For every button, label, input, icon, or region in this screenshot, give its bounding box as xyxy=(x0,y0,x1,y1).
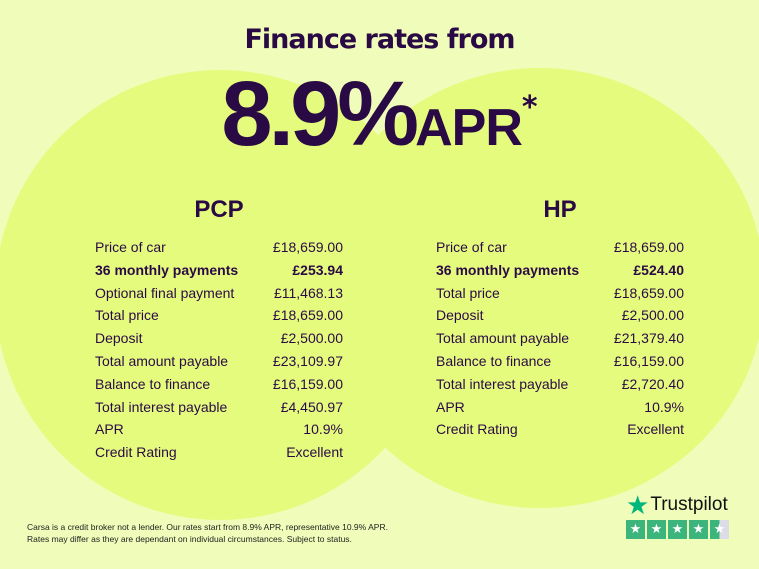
pcp-title: PCP xyxy=(194,196,244,223)
row-label: Price of car xyxy=(436,239,507,255)
star-icon: ★ xyxy=(626,520,645,539)
row-value: Excellent xyxy=(627,421,684,438)
table-row: Credit Rating Excellent xyxy=(436,418,684,441)
row-value: £18,659.00 xyxy=(272,307,343,324)
disclaimer: Carsa is a credit broker not a lender. O… xyxy=(27,521,388,545)
row-label: Optional final payment xyxy=(95,284,235,301)
trustpilot-star-icon: ★ xyxy=(626,490,650,520)
table-row: Total interest payable £2,720.40 xyxy=(436,373,684,396)
rate-value: 8.9% xyxy=(221,63,419,165)
row-value: £23,109.97 xyxy=(272,352,343,369)
row-label: Balance to finance xyxy=(95,375,211,392)
star-icon: ★ xyxy=(647,520,666,539)
row-value: £2,500.00 xyxy=(621,307,684,324)
table-row: Total price £18,659.00 xyxy=(436,282,684,305)
disclaimer-line-2: Rates may differ as they are dependant o… xyxy=(27,534,352,544)
background-circle-right xyxy=(315,68,759,508)
headline-rate: 8.9%APR* xyxy=(0,62,759,167)
row-label: APR xyxy=(95,421,124,438)
star-icon: ★ xyxy=(689,520,708,539)
table-row: Total amount payable £21,379.40 xyxy=(436,327,684,350)
row-label: Total amount payable xyxy=(95,352,229,369)
row-label: Credit Rating xyxy=(436,421,518,438)
row-value: £18,659.00 xyxy=(613,239,684,255)
half-star-icon: ★ xyxy=(710,520,729,539)
row-label: Total price xyxy=(436,284,500,301)
row-label: APR xyxy=(436,398,465,415)
table-row: Deposit £2,500.00 xyxy=(436,304,684,327)
row-value: £16,159.00 xyxy=(272,375,343,392)
row-label: Credit Rating xyxy=(95,444,177,461)
row-value: £11,468.13 xyxy=(273,284,343,301)
table-row: Price of car £18,659.00 xyxy=(436,236,684,259)
disclaimer-line-1: Carsa is a credit broker not a lender. O… xyxy=(27,522,388,532)
table-row: Total amount payable £23,109.97 xyxy=(95,350,343,373)
asterisk: * xyxy=(521,90,538,125)
row-label: 36 monthly payments xyxy=(95,261,239,278)
row-label: Total amount payable xyxy=(436,330,570,347)
row-value: £18,659.00 xyxy=(613,284,684,301)
table-row: Price of car £18,659.00 xyxy=(95,236,343,259)
star-icon: ★ xyxy=(668,520,687,539)
trustpilot-rating: ★ ★ ★ ★ ★ xyxy=(626,520,729,539)
table-row: Total price £18,659.00 xyxy=(95,304,343,327)
table-row: Optional final payment £11,468.13 xyxy=(95,282,343,305)
row-label: Deposit xyxy=(95,330,143,347)
row-value: £16,159.00 xyxy=(613,352,684,369)
apr-label: APR xyxy=(415,99,523,157)
table-row: Total interest payable £4,450.97 xyxy=(95,396,343,419)
trustpilot-name: Trustpilot xyxy=(650,494,728,515)
table-row: 36 monthly payments £253.94 xyxy=(95,259,343,282)
row-label: Total price xyxy=(95,307,159,324)
row-label: 36 monthly payments xyxy=(436,261,580,278)
hp-title: HP xyxy=(543,196,577,223)
row-label: Price of car xyxy=(95,239,166,255)
row-value: Excellent xyxy=(286,444,343,461)
table-row: APR 10.9% xyxy=(436,396,684,419)
hp-table: HP Price of car £18,659.00 36 monthly paym… xyxy=(436,196,684,441)
table-row: Credit Rating Excellent xyxy=(95,441,343,464)
table-row: APR 10.9% xyxy=(95,418,343,441)
table-row: Deposit £2,500.00 xyxy=(95,327,343,350)
row-value: £21,379.40 xyxy=(613,330,684,347)
row-value: 10.9% xyxy=(303,421,343,438)
row-value: £524.40 xyxy=(633,261,684,278)
row-label: Balance to finance xyxy=(436,352,552,369)
trustpilot-badge: ★ Trustpilot ★ ★ ★ ★ ★ xyxy=(626,490,729,539)
table-row: Balance to finance £16,159.00 xyxy=(436,350,684,373)
table-row: Balance to finance £16,159.00 xyxy=(95,373,343,396)
pcp-table: PCP Price of car £18,659.00 36 monthly pay… xyxy=(95,196,343,464)
row-value: £4,450.97 xyxy=(280,398,343,415)
row-label: Deposit xyxy=(436,307,484,324)
row-value: £2,500.00 xyxy=(280,330,343,347)
row-label: Total interest payable xyxy=(436,375,569,392)
row-value: £253.94 xyxy=(292,261,343,278)
row-value: £18,659.00 xyxy=(272,239,343,255)
row-label: Total interest payable xyxy=(95,398,228,415)
row-value: £2,720.40 xyxy=(621,375,684,392)
headline-title: Finance rates from xyxy=(244,24,515,55)
row-value: 10.9% xyxy=(644,398,684,415)
table-row: 36 monthly payments £524.40 xyxy=(436,259,684,282)
